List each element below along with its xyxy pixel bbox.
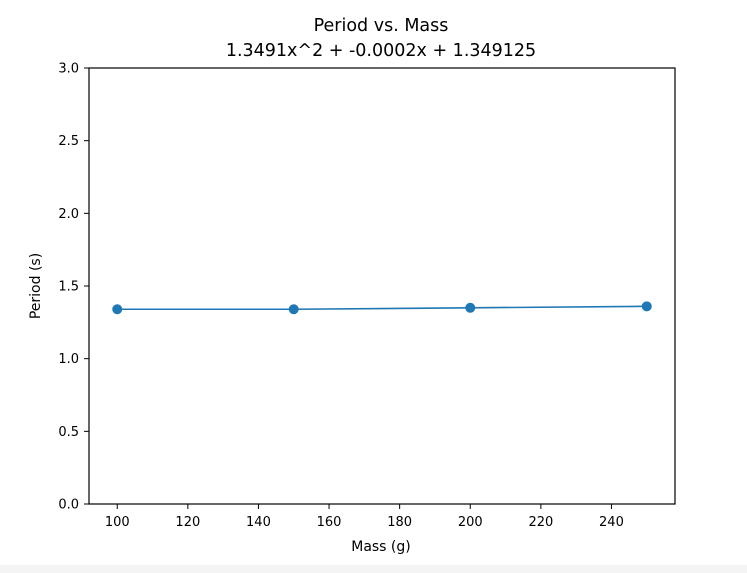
axes-frame [88, 67, 676, 505]
plot-area [112, 301, 652, 315]
x-tick-label: 220 [528, 515, 553, 530]
chart-title: Period vs. Mass [314, 16, 449, 36]
footer-strip [0, 565, 747, 573]
x-tick-label: 120 [175, 515, 200, 530]
data-point [465, 302, 476, 313]
x-tick-label: 140 [246, 515, 271, 530]
x-tick-label: 180 [387, 515, 412, 530]
y-axis: 0.0 0.5 1.0 1.5 2.0 2.5 3.0 [58, 62, 89, 513]
x-tick-label: 100 [105, 515, 130, 530]
series-line [117, 305, 647, 311]
y-tick-label: 3.0 [58, 62, 79, 77]
data-point [288, 304, 299, 315]
data-point [112, 304, 123, 315]
y-axis-label: Period (s) [28, 253, 44, 319]
chart-subtitle: 1.3491x^2 + -0.0002x + 1.349125 [226, 41, 536, 61]
x-axis-label: Mass (g) [351, 539, 411, 555]
x-tick-label: 200 [458, 515, 483, 530]
x-tick-label: 240 [599, 515, 624, 530]
y-tick-label: 2.5 [58, 134, 79, 149]
y-tick-label: 0.0 [58, 498, 79, 513]
y-tick-label: 1.5 [58, 280, 79, 295]
y-tick-label: 1.0 [58, 352, 79, 367]
x-axis: 100 120 140 160 180 200 220 240 [105, 504, 624, 530]
y-tick-label: 2.0 [58, 207, 79, 222]
y-tick-label: 0.5 [58, 425, 79, 440]
data-point [641, 301, 652, 312]
x-tick-label: 160 [317, 515, 342, 530]
